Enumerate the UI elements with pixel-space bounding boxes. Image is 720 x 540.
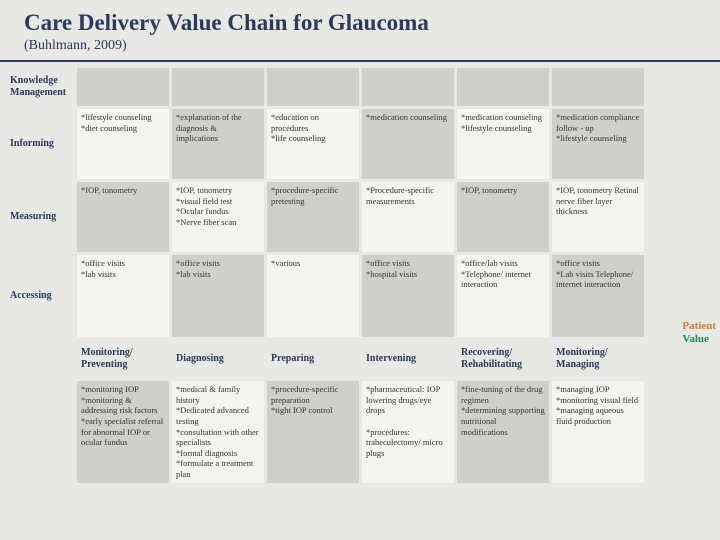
rowlabel-accessing: Accessing [8,255,74,337]
rowlabel-knowledge: Knowledge Management [8,68,74,106]
stage-label: Recovering/ Rehabilitating [457,340,549,378]
informing-cell: *medication counseling*lifestyle counsel… [457,109,549,179]
measuring-cell: *IOP, tonometry [457,182,549,252]
empty-cell [267,68,359,106]
informing-cell: *explanation of the diagnosis & implicat… [172,109,264,179]
value-text: Value [682,333,716,346]
rowlabel-measuring: Measuring [8,182,74,252]
stage-label: Diagnosing [172,340,264,378]
measuring-cell: *IOP, tonometry*visual field test*Ocular… [172,182,264,252]
measuring-cell: *Procedure-specific measurements [362,182,454,252]
accessing-cell: *office visits*lab visits [77,255,169,337]
accessing-cell: *various [267,255,359,337]
informing-cell: *medication counseling [362,109,454,179]
empty-cell [552,68,644,106]
informing-cell: *medication compliance follow - up*lifes… [552,109,644,179]
accessing-cell: *office/lab visits*Telephone/ internet i… [457,255,549,337]
patient-text: Patient [682,320,716,333]
empty-cell [172,68,264,106]
page-title: Care Delivery Value Chain for Glaucoma [24,10,696,36]
activity-spacer [8,381,74,483]
activity-cell: *medical & family history*Dedicated adva… [172,381,264,483]
measuring-cell: *IOP, tonometry [77,182,169,252]
header: Care Delivery Value Chain for Glaucoma (… [0,0,720,62]
stage-label: Monitoring/ Managing [552,340,644,378]
activity-cell: *pharmaceutical: IOP lowering drugs/eye … [362,381,454,483]
rowlabel-informing: Informing [8,109,74,179]
stage-label: Intervening [362,340,454,378]
accessing-cell: *office visits*hospital visits [362,255,454,337]
page-subtitle: (Buhlmann, 2009) [24,38,696,54]
activity-cell: *fine-tuning of the drug regimen*determi… [457,381,549,483]
informing-cell: *lifestyle counseling*diet counseling [77,109,169,179]
empty-cell [362,68,454,106]
measuring-cell: *procedure-specific pretesting [267,182,359,252]
activity-cell: *managing IOP*monitoring visual field*ma… [552,381,644,483]
empty-cell [77,68,169,106]
activity-cell: *procedure-specific preparation*tight IO… [267,381,359,483]
stage-label: Monitoring/ Preventing [77,340,169,378]
patient-value-label: Patient Value [682,320,716,346]
activity-cell: *monitoring IOP*monitoring & addressing … [77,381,169,483]
accessing-cell: *office visits*Lab visits Telephone/ int… [552,255,644,337]
accessing-cell: *office visits*lab visits [172,255,264,337]
value-chain-grid: Knowledge Management Informing *lifestyl… [0,62,720,491]
informing-cell: *education on procedures*life counseling [267,109,359,179]
stage-spacer [8,340,74,378]
measuring-cell: *IOP, tonometry Retinal nerve fiber laye… [552,182,644,252]
empty-cell [457,68,549,106]
stage-label: Preparing [267,340,359,378]
